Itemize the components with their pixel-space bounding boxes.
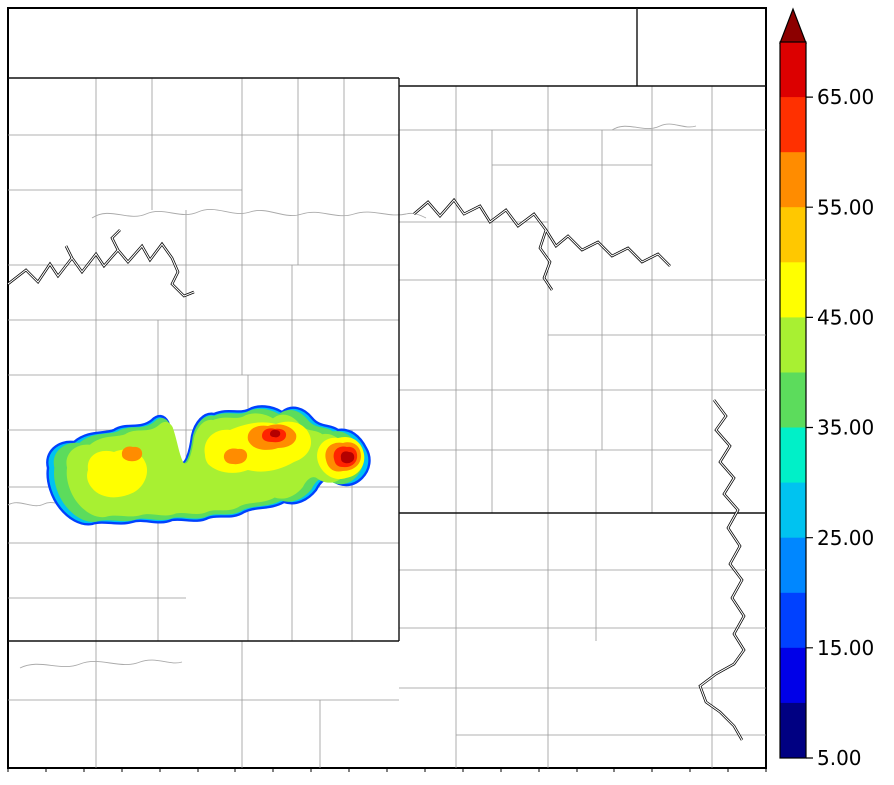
map-plot [7,7,767,772]
colorbar-seg-9 [780,262,806,318]
river-upper-left [7,229,195,298]
colorbar-seg-2 [780,647,806,704]
echo-orange-west-small [121,446,143,462]
river-east-fill [699,399,745,741]
river-north-central-fill [413,199,671,291]
colorbar-seg-6 [780,427,806,484]
colorbar-seg-12 [780,97,806,153]
county-boundaries [8,78,766,768]
river-east [698,399,746,741]
colorbar-seg-3 [780,592,806,649]
colorbar-seg-7 [780,372,806,429]
colorbar-label-55: 55.00 [817,195,874,219]
county-line-set [8,78,766,768]
colorbar-arrow [779,7,807,44]
colorbar-label-5: 5.00 [817,746,862,770]
echo-orange-mid-small [223,448,248,465]
stream-top-right [611,123,697,131]
rivers [7,197,746,741]
colorbar-label-15: 15.00 [817,636,874,660]
colorbar-seg-4 [780,537,806,594]
state-boundaries [8,8,766,642]
colorbar: 65.00 55.00 45.00 35.00 25.00 15.00 5.00 [779,7,874,770]
colorbar-label-25: 25.00 [817,526,874,550]
colorbar-seg-13 [780,42,806,98]
colorbar-seg-10 [780,207,806,263]
echo-yellow-west [87,449,148,498]
colorbar-seg-8 [780,317,806,374]
stream-canadian [91,209,427,219]
colorbar-label-45: 45.00 [817,306,874,330]
river-north-central [413,197,671,291]
reflectivity-echo [46,405,371,526]
colorbar-label-35: 35.00 [817,416,874,440]
echo-darkred-east-core [340,451,355,464]
river-upper-left-fill [7,229,195,297]
bottom-axis-ticks [7,768,767,772]
colorbar-ticks [806,96,813,759]
colorbar-seg-5 [780,482,806,539]
colorbar-label-65: 65.00 [817,85,874,109]
stream-bottom-left [19,659,183,669]
colorbar-border [779,41,807,759]
echo-darkred-central-core [270,429,281,438]
minor-streams [7,123,697,669]
colorbar-seg-11 [780,152,806,208]
state-border-lines [8,8,766,642]
colorbar-seg-1 [780,702,806,758]
